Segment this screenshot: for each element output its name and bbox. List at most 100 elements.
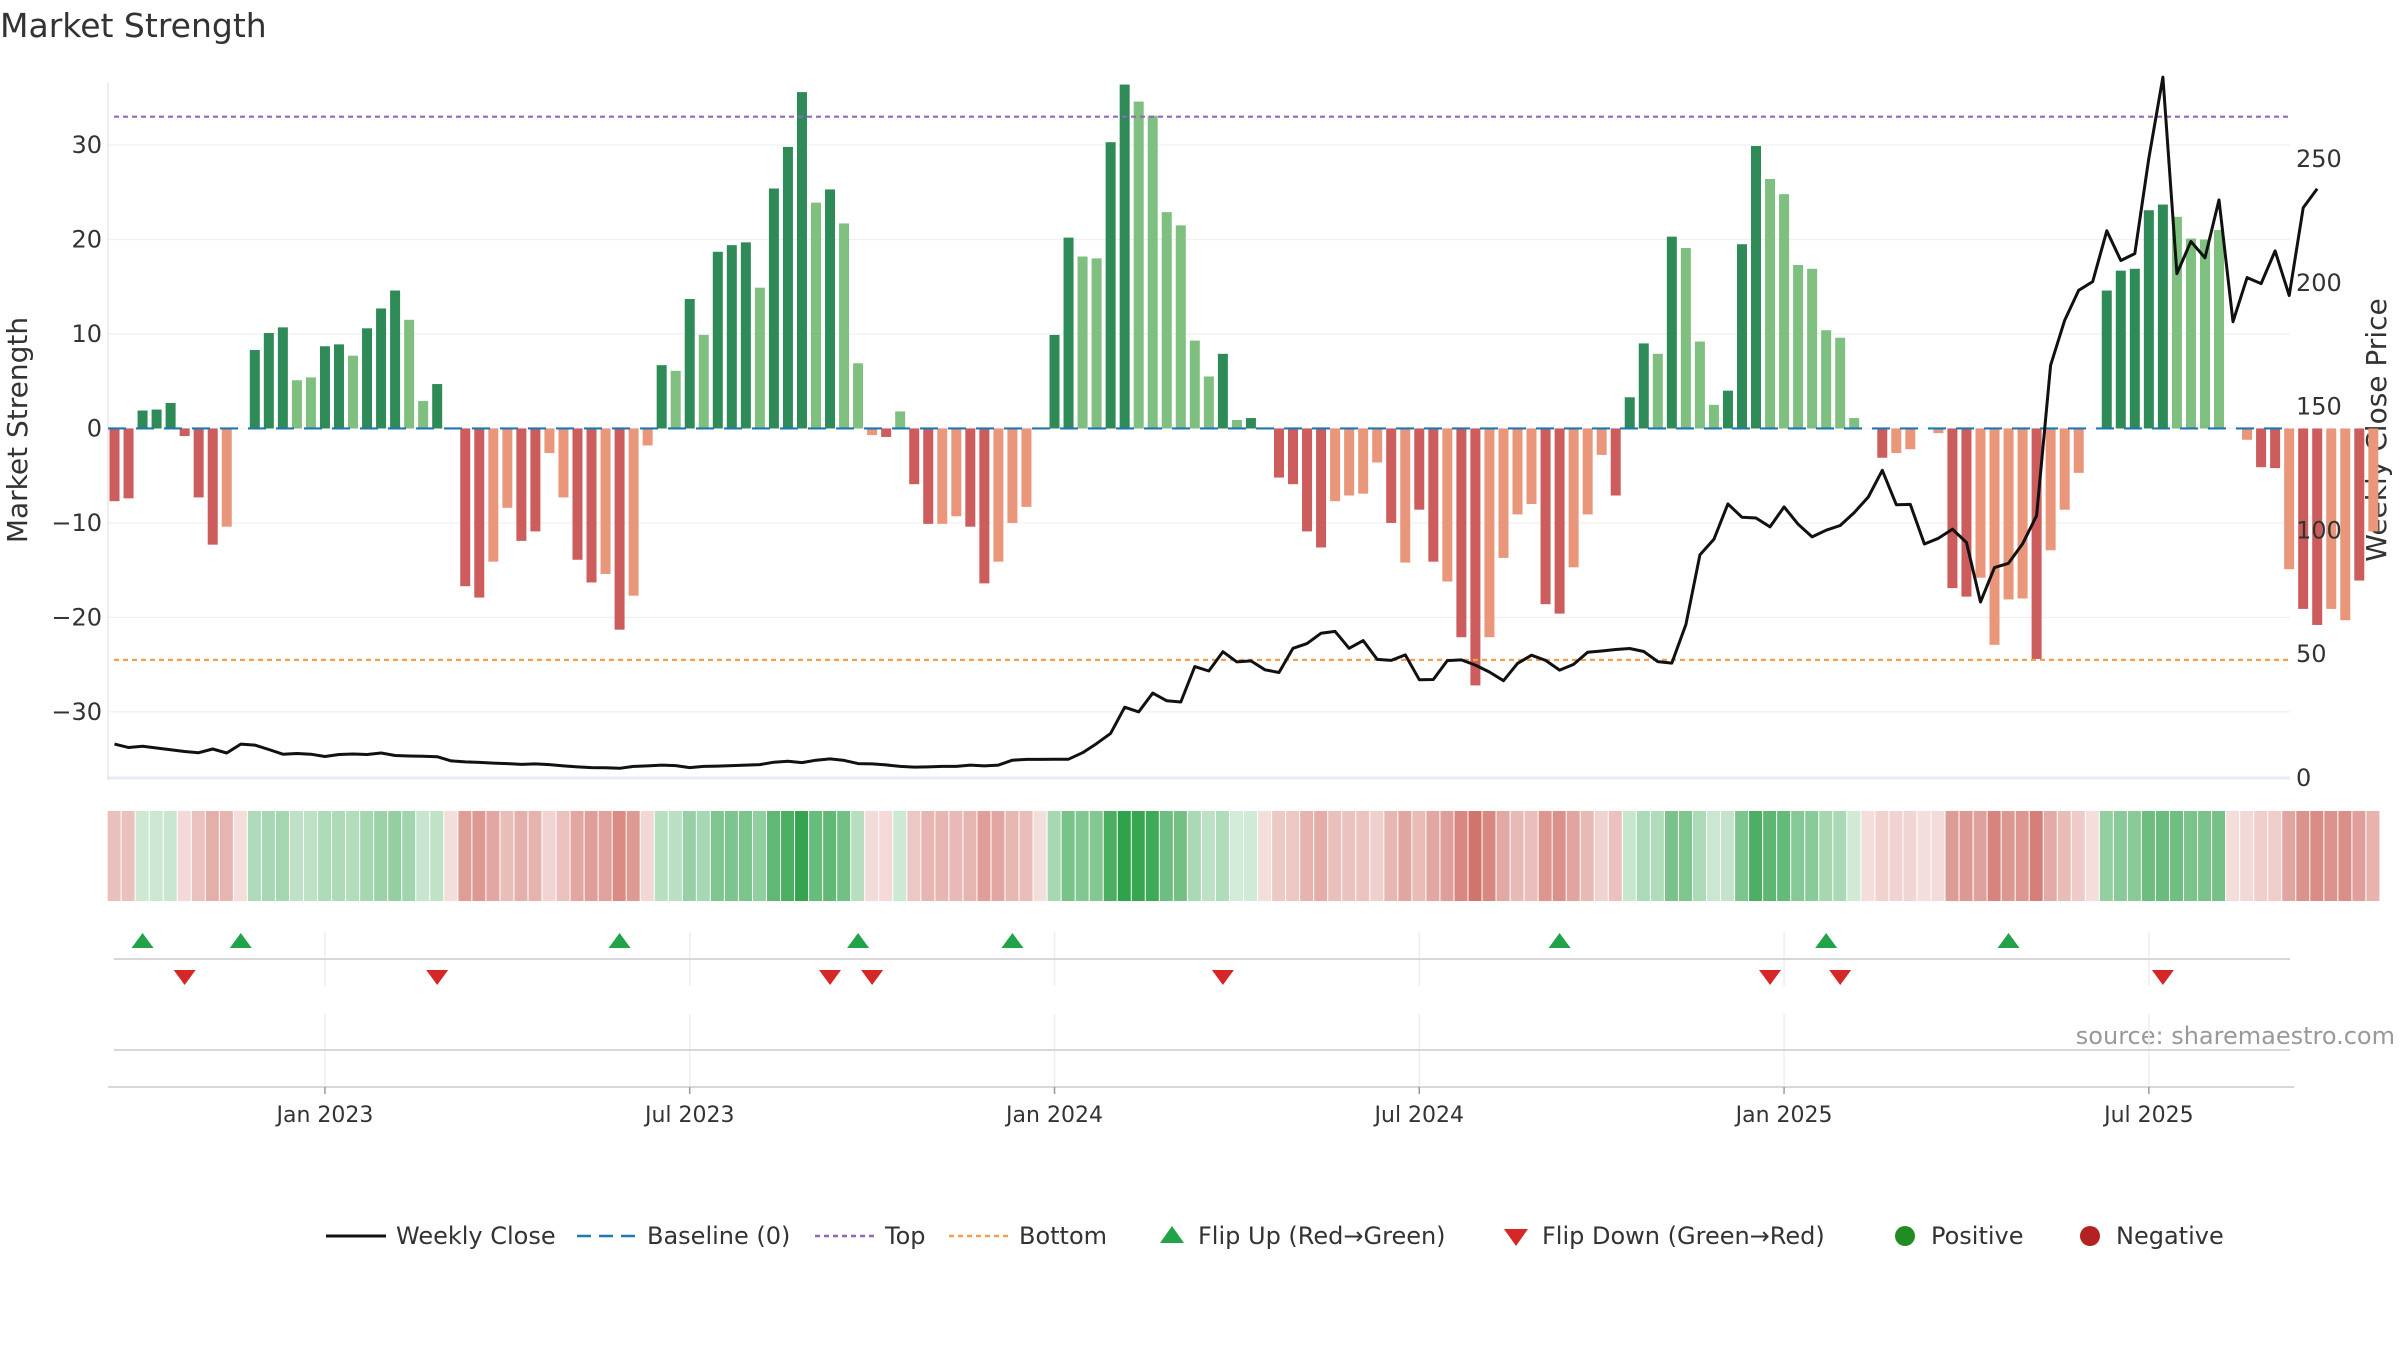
heat-cell	[1861, 811, 1875, 901]
heat-cell	[851, 811, 865, 901]
strength-bar	[867, 428, 878, 436]
strength-bar	[796, 92, 807, 429]
heat-cell	[570, 811, 584, 901]
legend: Weekly Close Baseline (0) Top Bottom Flip Up…	[326, 1222, 2224, 1250]
heat-cell	[1917, 811, 1931, 901]
strength-bar	[1428, 428, 1439, 562]
heat-cell	[724, 811, 738, 901]
strength-bar	[614, 428, 625, 630]
strength-bar	[474, 428, 485, 598]
heat-cell	[1692, 811, 1706, 901]
heat-cell	[2352, 811, 2366, 901]
heat-cell	[374, 811, 388, 901]
strength-bar	[544, 428, 555, 454]
flip-down-marker	[1211, 970, 1234, 985]
legend-item: Bottom	[949, 1222, 1107, 1250]
strength-bar	[1891, 428, 1902, 454]
heat-cell	[1973, 811, 1987, 901]
flip-down-marker	[1829, 970, 1852, 985]
strength-bar	[558, 428, 569, 498]
strength-bar	[1624, 397, 1635, 429]
legend-label: Weekly Close	[396, 1222, 556, 1250]
weekly-close-line	[114, 75, 2319, 770]
heat-cell	[1650, 811, 1664, 901]
strength-bar	[2199, 239, 2210, 429]
heat-cell	[1791, 811, 1805, 901]
heat-cell	[682, 811, 696, 901]
heat-cell	[1103, 811, 1117, 901]
strength-bar	[1933, 428, 1944, 434]
heat-cell	[2324, 811, 2338, 901]
y-right-tick-label: 50	[2296, 640, 2327, 668]
heat-cell	[121, 811, 135, 901]
heat-cell	[1580, 811, 1594, 901]
heat-cell	[823, 811, 837, 901]
heat-cell	[1328, 811, 1342, 901]
heat-cell	[360, 811, 374, 901]
main-grid	[107, 82, 2290, 780]
strength-bar	[1330, 428, 1341, 502]
heat-cell	[318, 811, 332, 901]
strength-bar	[600, 428, 611, 574]
strength-bar	[923, 428, 934, 524]
heat-cell	[1300, 811, 1314, 901]
strength-bar	[754, 287, 765, 429]
y-right-tick-label: 100	[2296, 516, 2342, 544]
legend-label: Positive	[1931, 1222, 2024, 1250]
heat-cell	[191, 811, 205, 901]
strength-bar	[1161, 212, 1172, 429]
strength-bar	[698, 334, 709, 429]
x-tick-label: Jul 2025	[2102, 1103, 2194, 1128]
heat-cell	[514, 811, 528, 901]
heat-cell	[1426, 811, 1440, 901]
heat-cell	[795, 811, 809, 901]
heat-cell	[668, 811, 682, 901]
heat-cell	[233, 811, 247, 901]
heat-cell	[809, 811, 823, 901]
strength-bar	[1779, 194, 1790, 429]
flip-up-marker	[608, 933, 631, 948]
strength-bar	[263, 333, 274, 429]
heat-cell	[781, 811, 795, 901]
strength-bar	[362, 328, 373, 429]
heat-cell	[219, 811, 233, 901]
strength-bar	[1470, 428, 1481, 686]
x-tick-label: Jan 2024	[1004, 1103, 1103, 1128]
strength-bar	[1821, 330, 1832, 429]
strength-bar	[1975, 428, 1986, 578]
heat-cell	[444, 811, 458, 901]
y-axis-left-label: Market Strength	[1, 317, 34, 543]
strength-bar	[1442, 428, 1453, 582]
strength-bar	[1722, 390, 1733, 429]
heat-cell	[2141, 811, 2155, 901]
heat-cell	[1314, 811, 1328, 901]
strength-bar	[1666, 236, 1677, 429]
strength-bar	[628, 428, 639, 596]
heat-cell	[556, 811, 570, 901]
heat-cell	[584, 811, 598, 901]
strength-bar	[782, 146, 793, 429]
strength-bar	[1091, 258, 1102, 429]
legend-swatch	[1160, 1226, 1184, 1243]
strength-bar	[1989, 428, 2000, 645]
strength-bar	[1302, 428, 1313, 532]
heat-cell	[1468, 811, 1482, 901]
heat-cell	[1622, 811, 1636, 901]
strength-bar	[1680, 248, 1691, 429]
strength-bar	[684, 299, 695, 429]
y-right-tick-label: 0	[2296, 764, 2311, 792]
strength-bar	[109, 428, 120, 502]
legend-label: Top	[884, 1222, 926, 1250]
heat-cell	[2198, 811, 2212, 901]
strength-bar	[1049, 334, 1060, 429]
heat-cell	[1047, 811, 1061, 901]
heat-cell	[1636, 811, 1650, 901]
x-tick-label: Jul 2024	[1373, 1103, 1465, 1128]
y-left-tick-label: 20	[71, 226, 102, 254]
strength-bar	[1133, 101, 1144, 429]
legend-item: Top	[815, 1222, 926, 1250]
heat-cell	[1061, 811, 1075, 901]
heat-cell	[275, 811, 289, 901]
strength-bar	[895, 411, 906, 429]
